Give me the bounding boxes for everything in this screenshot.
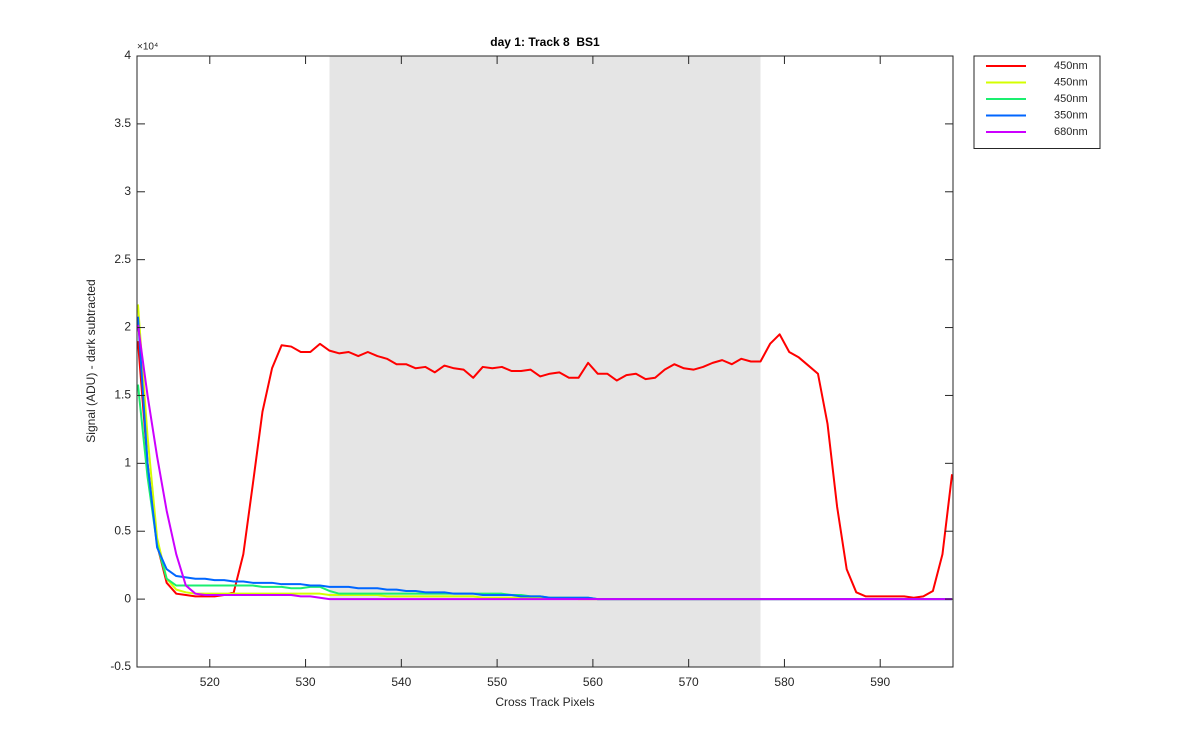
legend-label: 450nm xyxy=(1054,93,1088,105)
y-tick-label: 2.5 xyxy=(114,252,131,266)
data-line xyxy=(136,333,954,599)
legend-box xyxy=(973,55,1101,149)
data-line xyxy=(136,324,953,601)
x-tick-label: 550 xyxy=(487,675,507,689)
x-tick-label: 560 xyxy=(583,675,603,689)
legend-label: 680nm xyxy=(1054,126,1088,138)
y-tick-label: 3 xyxy=(124,184,131,198)
chart-title: day 1: Track 8 BS1 xyxy=(490,35,600,49)
legend-label: 350nm xyxy=(1054,109,1088,121)
y-tick-label: 0.5 xyxy=(114,523,131,537)
y-multiplier: ×10⁴ xyxy=(137,42,158,53)
axes-box xyxy=(136,55,954,668)
legend-label: 450nm xyxy=(1054,60,1088,72)
y-tick-label: -0.5 xyxy=(110,659,131,673)
y-tick-label: 3.5 xyxy=(114,116,131,130)
y-tick-label: 1 xyxy=(124,456,131,470)
x-tick-label: 580 xyxy=(774,675,794,689)
y-tick-label: 0 xyxy=(124,591,131,605)
y-axis-label: Signal (ADU) - dark subtracted xyxy=(84,279,98,442)
x-tick-label: 570 xyxy=(679,675,699,689)
x-tick-label: 540 xyxy=(391,675,411,689)
shaded-region xyxy=(329,56,761,667)
legend-label: 450nm xyxy=(1054,76,1088,88)
y-tick-label: 2 xyxy=(124,320,131,334)
legend: 450nm 450nm 450nm 350nm 680nm xyxy=(973,55,1101,149)
x-tick-label: 590 xyxy=(870,675,890,689)
x-axis-label: Cross Track Pixels xyxy=(495,695,594,709)
y-tick-label: 4 xyxy=(124,48,131,62)
x-tick-label: 530 xyxy=(296,675,316,689)
y-tick-label: 1.5 xyxy=(114,388,131,402)
x-tick-label: 520 xyxy=(200,675,220,689)
